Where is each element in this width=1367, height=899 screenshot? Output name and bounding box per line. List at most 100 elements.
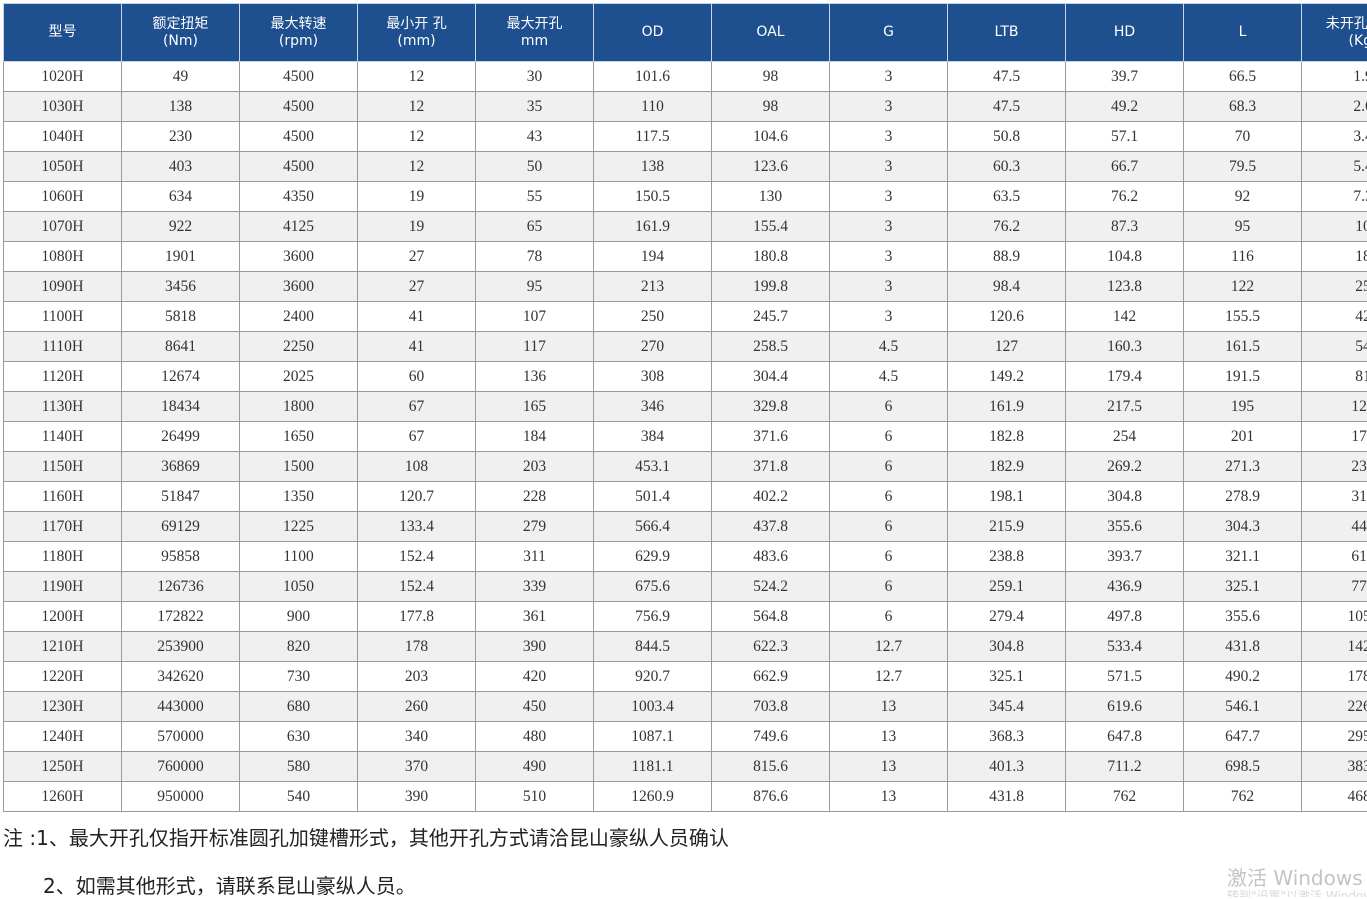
table-cell: 450	[476, 692, 594, 722]
table-cell: 304.4	[712, 362, 830, 392]
table-cell: 203	[476, 452, 594, 482]
table-cell: 4125	[240, 212, 358, 242]
table-cell: 371.8	[712, 452, 830, 482]
table-cell: 3	[830, 62, 948, 92]
table-cell: 107	[476, 302, 594, 332]
table-cell: 123.8	[1066, 272, 1184, 302]
table-cell: 308	[594, 362, 712, 392]
table-cell: 182.8	[948, 422, 1066, 452]
table-cell: 161.9	[594, 212, 712, 242]
table-cell: 79.5	[1184, 152, 1302, 182]
table-cell: 76.2	[948, 212, 1066, 242]
table-cell: 1800	[240, 392, 358, 422]
column-header: HD	[1066, 4, 1184, 62]
table-cell: 453.1	[594, 452, 712, 482]
table-cell: 1500	[240, 452, 358, 482]
table-cell: 1.9	[1302, 62, 1367, 92]
table-cell: 160.3	[1066, 332, 1184, 362]
table-cell: 152.4	[358, 572, 476, 602]
table-cell: 49.2	[1066, 92, 1184, 122]
table-cell: 402.2	[712, 482, 830, 512]
table-cell: 1785	[1302, 662, 1367, 692]
table-cell: 213	[594, 272, 712, 302]
table-cell: 120.7	[358, 482, 476, 512]
table-cell: 3	[830, 92, 948, 122]
table-cell: 570000	[122, 722, 240, 752]
table-cell: 3	[830, 242, 948, 272]
table-cell: 122	[1184, 272, 1302, 302]
table-cell: 922	[122, 212, 240, 242]
table-cell: 95	[1184, 212, 1302, 242]
column-header-line: 未开孔重 量	[1304, 16, 1367, 33]
table-cell: 3	[830, 302, 948, 332]
column-header-line: (Kg)	[1304, 33, 1367, 50]
table-cell: 117.5	[594, 122, 712, 152]
table-cell: 4500	[240, 122, 358, 152]
table-cell: 524.2	[712, 572, 830, 602]
table-cell: 68.3	[1184, 92, 1302, 122]
table-cell: 4500	[240, 62, 358, 92]
table-cell: 4350	[240, 182, 358, 212]
table-cell: 1140H	[4, 422, 122, 452]
table-cell: 66.5	[1184, 62, 1302, 92]
column-header-line: 最大转速	[242, 16, 355, 33]
table-cell: 1210H	[4, 632, 122, 662]
table-cell: 270	[594, 332, 712, 362]
column-header-line: HD	[1068, 24, 1181, 41]
table-cell: 1225	[240, 512, 358, 542]
table-cell: 19	[358, 182, 476, 212]
table-cell: 1240H	[4, 722, 122, 752]
table-cell: 1650	[240, 422, 358, 452]
table-cell: 876.6	[712, 782, 830, 812]
table-cell: 1181.1	[594, 752, 712, 782]
table-cell: 41	[358, 302, 476, 332]
column-header: 最大转速(rpm)	[240, 4, 358, 62]
table-cell: 629.9	[594, 542, 712, 572]
column-header: 额定扭矩(Nm)	[122, 4, 240, 62]
table-cell: 67	[358, 392, 476, 422]
table-cell: 27	[358, 272, 476, 302]
table-cell: 2400	[240, 302, 358, 332]
column-header: OD	[594, 4, 712, 62]
table-cell: 155.4	[712, 212, 830, 242]
table-cell: 26499	[122, 422, 240, 452]
table-cell: 1100H	[4, 302, 122, 332]
table-cell: 60	[358, 362, 476, 392]
table-cell: 325.1	[948, 662, 1066, 692]
table-cell: 546.1	[1184, 692, 1302, 722]
table-cell: 501.4	[594, 482, 712, 512]
table-cell: 698.5	[1184, 752, 1302, 782]
table-cell: 533.4	[1066, 632, 1184, 662]
table-cell: 4500	[240, 92, 358, 122]
table-cell: 110	[594, 92, 712, 122]
column-header: 型号	[4, 4, 122, 62]
table-cell: 317	[1302, 482, 1367, 512]
table-cell: 27	[358, 242, 476, 272]
column-header-line: OD	[596, 24, 709, 41]
table-cell: 258.5	[712, 332, 830, 362]
table-cell: 95	[476, 272, 594, 302]
table-cell: 355.6	[1184, 602, 1302, 632]
table-cell: 2025	[240, 362, 358, 392]
table-cell: 13	[830, 722, 948, 752]
table-cell: 54	[1302, 332, 1367, 362]
table-cell: 920.7	[594, 662, 712, 692]
table-cell: 269.2	[1066, 452, 1184, 482]
table-cell: 238.8	[948, 542, 1066, 572]
column-header-line: 最小开 孔	[360, 16, 473, 33]
table-cell: 13	[830, 752, 948, 782]
table-cell: 443000	[122, 692, 240, 722]
table-cell: 1350	[240, 482, 358, 512]
table-cell: 900	[240, 602, 358, 632]
table-cell: 647.8	[1066, 722, 1184, 752]
table-cell: 1130H	[4, 392, 122, 422]
table-cell: 431.8	[948, 782, 1066, 812]
